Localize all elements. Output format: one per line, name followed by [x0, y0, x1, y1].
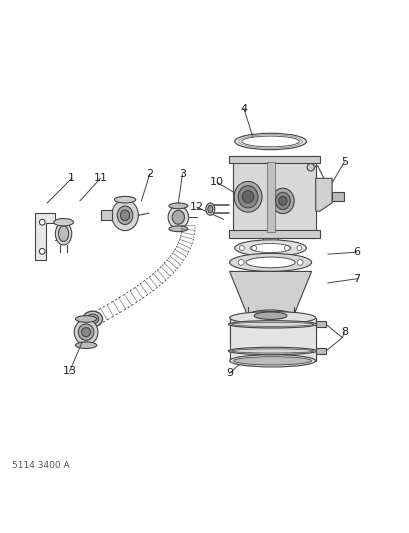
Bar: [315, 348, 325, 354]
Ellipse shape: [207, 205, 212, 213]
Ellipse shape: [83, 311, 102, 327]
Bar: [315, 321, 325, 327]
Ellipse shape: [169, 203, 187, 209]
Bar: [101, 211, 111, 220]
Ellipse shape: [241, 136, 299, 147]
Ellipse shape: [169, 226, 187, 232]
Ellipse shape: [229, 253, 311, 271]
Polygon shape: [35, 213, 54, 260]
Ellipse shape: [117, 206, 133, 224]
Ellipse shape: [278, 196, 286, 205]
Ellipse shape: [58, 226, 68, 241]
Ellipse shape: [228, 348, 316, 354]
Ellipse shape: [234, 240, 306, 256]
Ellipse shape: [242, 191, 253, 203]
Ellipse shape: [229, 312, 315, 324]
Ellipse shape: [247, 310, 293, 321]
Ellipse shape: [114, 196, 135, 203]
Ellipse shape: [297, 260, 302, 265]
Ellipse shape: [39, 220, 45, 225]
Bar: [228, 230, 319, 238]
Ellipse shape: [254, 312, 286, 319]
Ellipse shape: [168, 206, 188, 229]
Ellipse shape: [239, 246, 244, 251]
Ellipse shape: [234, 181, 261, 212]
Ellipse shape: [231, 349, 313, 353]
Text: 4: 4: [240, 103, 247, 114]
Ellipse shape: [54, 219, 73, 226]
Ellipse shape: [205, 203, 214, 215]
Ellipse shape: [306, 164, 314, 171]
Bar: [228, 156, 319, 163]
Text: 11: 11: [93, 173, 107, 183]
Text: 12: 12: [189, 202, 203, 212]
Ellipse shape: [251, 246, 256, 251]
Text: 7: 7: [352, 274, 360, 284]
Ellipse shape: [238, 260, 243, 265]
Bar: [229, 318, 315, 361]
Ellipse shape: [284, 246, 289, 251]
Ellipse shape: [75, 316, 97, 322]
Ellipse shape: [86, 314, 99, 324]
Ellipse shape: [75, 342, 97, 349]
Ellipse shape: [39, 248, 45, 254]
Bar: [331, 192, 343, 201]
Text: 1: 1: [68, 173, 75, 183]
Ellipse shape: [228, 321, 316, 328]
Text: 6: 6: [352, 247, 360, 257]
Polygon shape: [315, 179, 331, 211]
Ellipse shape: [120, 210, 129, 221]
Text: 3: 3: [178, 169, 186, 179]
Text: 8: 8: [340, 327, 347, 337]
Ellipse shape: [74, 319, 98, 345]
Ellipse shape: [249, 244, 290, 253]
Ellipse shape: [78, 324, 94, 340]
Text: 5: 5: [340, 157, 347, 167]
Ellipse shape: [81, 328, 90, 337]
Text: 5114 3400 A: 5114 3400 A: [12, 461, 70, 470]
Bar: [266, 162, 274, 232]
Text: 2: 2: [146, 169, 153, 179]
Text: 13: 13: [63, 366, 76, 376]
Ellipse shape: [275, 192, 290, 209]
Ellipse shape: [245, 257, 294, 268]
Ellipse shape: [111, 200, 138, 231]
Polygon shape: [229, 271, 311, 316]
Ellipse shape: [55, 222, 72, 245]
Ellipse shape: [234, 133, 306, 150]
Ellipse shape: [271, 188, 294, 214]
Text: 9: 9: [225, 368, 233, 378]
Ellipse shape: [229, 354, 315, 367]
Ellipse shape: [296, 246, 301, 251]
Ellipse shape: [172, 211, 184, 224]
Ellipse shape: [231, 322, 313, 326]
Ellipse shape: [238, 185, 257, 208]
Ellipse shape: [233, 357, 311, 365]
Text: 10: 10: [210, 177, 224, 188]
Bar: [232, 156, 315, 238]
